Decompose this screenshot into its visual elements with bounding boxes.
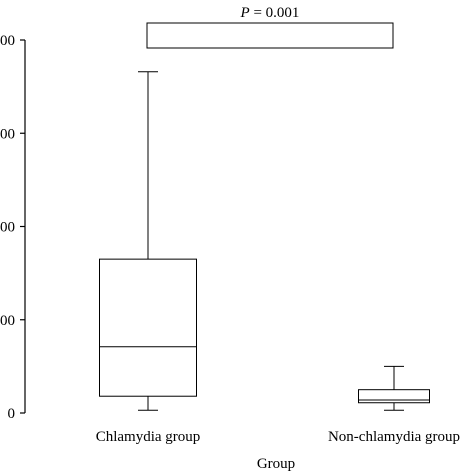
- y-tick-label: 00: [0, 126, 15, 142]
- box-1: [99, 71, 197, 411]
- y-tick-label: 0: [8, 406, 16, 422]
- y-tick-label: 00: [0, 220, 15, 236]
- p-symbol: P: [240, 5, 250, 21]
- boxes-group: [99, 71, 430, 411]
- p-value-label: P = 0.001: [240, 5, 300, 21]
- significance-bracket: [146, 22, 394, 49]
- x-tick-label: Chlamydia group: [96, 429, 201, 445]
- box-2: [358, 365, 430, 411]
- x-tick-label: Non-chlamydia group: [328, 429, 460, 445]
- iqr-box: [358, 389, 430, 404]
- iqr-box: [99, 258, 197, 397]
- x-axis-title: Group: [257, 456, 295, 472]
- significance-annotation: P = 0.001: [146, 5, 394, 49]
- y-tick-label: 00: [0, 313, 15, 329]
- x-axis-tick-labels: Chlamydia group Non-chlamydia group: [96, 429, 460, 445]
- p-value-text: = 0.001: [250, 5, 300, 21]
- y-tick-label: 00: [0, 33, 15, 49]
